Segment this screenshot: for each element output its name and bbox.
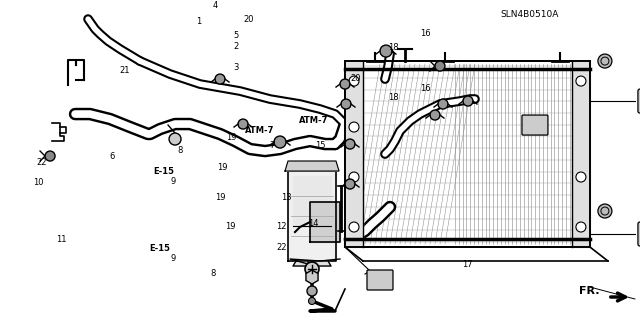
Polygon shape <box>572 61 590 247</box>
Text: 2: 2 <box>233 42 238 51</box>
Bar <box>345 61 590 247</box>
Text: 18: 18 <box>388 43 399 52</box>
Circle shape <box>169 133 181 145</box>
FancyBboxPatch shape <box>367 270 393 290</box>
Text: 16: 16 <box>420 29 431 38</box>
Text: 22: 22 <box>36 158 47 167</box>
Text: 3: 3 <box>233 63 238 71</box>
Text: 14: 14 <box>308 219 319 228</box>
Text: 15: 15 <box>315 141 325 150</box>
FancyBboxPatch shape <box>638 89 640 113</box>
Circle shape <box>349 76 359 86</box>
Text: 1: 1 <box>196 17 201 26</box>
Text: FR.: FR. <box>579 286 600 296</box>
Text: 22: 22 <box>276 243 287 252</box>
Circle shape <box>576 76 586 86</box>
Text: 6: 6 <box>109 152 115 161</box>
Text: 4: 4 <box>213 1 218 10</box>
Text: 20: 20 <box>350 74 360 83</box>
Text: 21: 21 <box>120 66 130 75</box>
Text: 13: 13 <box>282 193 292 202</box>
Circle shape <box>463 96 473 106</box>
Circle shape <box>308 298 316 305</box>
Circle shape <box>349 172 359 182</box>
Circle shape <box>576 172 586 182</box>
FancyBboxPatch shape <box>638 222 640 246</box>
Text: 7: 7 <box>269 141 275 150</box>
Circle shape <box>349 122 359 132</box>
Text: 19: 19 <box>227 133 237 142</box>
Polygon shape <box>288 171 336 261</box>
Polygon shape <box>293 261 331 266</box>
Circle shape <box>238 119 248 129</box>
Circle shape <box>345 139 355 149</box>
Circle shape <box>349 222 359 232</box>
Polygon shape <box>345 61 363 247</box>
Circle shape <box>45 151 55 161</box>
Polygon shape <box>310 202 340 242</box>
Text: 19: 19 <box>216 193 226 202</box>
Circle shape <box>274 136 286 148</box>
Text: 18: 18 <box>388 93 399 102</box>
Text: 19: 19 <box>225 222 236 231</box>
Text: E-15: E-15 <box>150 244 170 253</box>
Text: E-15: E-15 <box>154 167 174 176</box>
Circle shape <box>576 222 586 232</box>
Circle shape <box>305 262 319 276</box>
Text: 20: 20 <box>243 15 253 24</box>
Polygon shape <box>285 161 339 171</box>
Text: 8: 8 <box>211 269 216 278</box>
Text: ATM-7: ATM-7 <box>244 126 274 135</box>
Text: 12: 12 <box>276 222 287 231</box>
FancyBboxPatch shape <box>522 115 548 135</box>
Text: 19: 19 <box>218 163 228 172</box>
Text: 5: 5 <box>233 31 238 40</box>
Text: 9: 9 <box>170 177 175 186</box>
Text: 10: 10 <box>33 178 44 187</box>
Text: 16: 16 <box>420 84 431 93</box>
Text: ATM-7: ATM-7 <box>299 116 328 125</box>
Text: 8: 8 <box>178 146 183 155</box>
Circle shape <box>345 179 355 189</box>
Circle shape <box>598 204 612 218</box>
Text: 17: 17 <box>462 260 472 269</box>
Circle shape <box>435 61 445 71</box>
Text: 11: 11 <box>56 235 66 244</box>
Circle shape <box>340 79 350 89</box>
Circle shape <box>598 54 612 68</box>
Polygon shape <box>293 176 331 226</box>
Circle shape <box>430 110 440 120</box>
Circle shape <box>307 286 317 296</box>
Circle shape <box>438 99 448 109</box>
Text: SLN4B0510A: SLN4B0510A <box>500 10 559 19</box>
Circle shape <box>380 45 392 57</box>
Circle shape <box>341 99 351 109</box>
Text: 9: 9 <box>170 254 175 263</box>
Circle shape <box>215 74 225 84</box>
